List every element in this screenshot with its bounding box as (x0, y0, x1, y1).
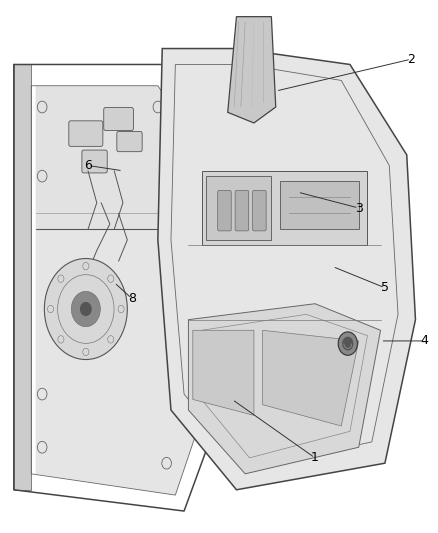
Circle shape (71, 292, 100, 327)
Polygon shape (14, 64, 31, 490)
Polygon shape (228, 17, 276, 123)
Polygon shape (201, 171, 367, 245)
Polygon shape (35, 229, 215, 495)
Text: 4: 4 (420, 334, 428, 348)
FancyBboxPatch shape (235, 190, 249, 231)
Polygon shape (280, 181, 359, 229)
Circle shape (342, 337, 353, 351)
Polygon shape (263, 330, 359, 426)
FancyBboxPatch shape (117, 132, 142, 152)
Text: 1: 1 (311, 451, 319, 464)
Text: 6: 6 (84, 159, 92, 172)
FancyBboxPatch shape (69, 121, 103, 147)
Text: 5: 5 (381, 281, 389, 294)
Polygon shape (35, 86, 215, 229)
Polygon shape (193, 330, 254, 415)
Circle shape (44, 259, 127, 360)
Circle shape (81, 303, 91, 316)
FancyBboxPatch shape (218, 190, 231, 231)
Text: 3: 3 (355, 201, 363, 214)
Text: 2: 2 (407, 53, 415, 66)
FancyBboxPatch shape (253, 190, 266, 231)
Circle shape (338, 332, 357, 356)
Polygon shape (206, 176, 272, 240)
Polygon shape (188, 304, 381, 474)
Text: 8: 8 (128, 292, 136, 305)
FancyBboxPatch shape (104, 108, 134, 131)
Polygon shape (158, 49, 416, 490)
FancyBboxPatch shape (82, 150, 107, 173)
